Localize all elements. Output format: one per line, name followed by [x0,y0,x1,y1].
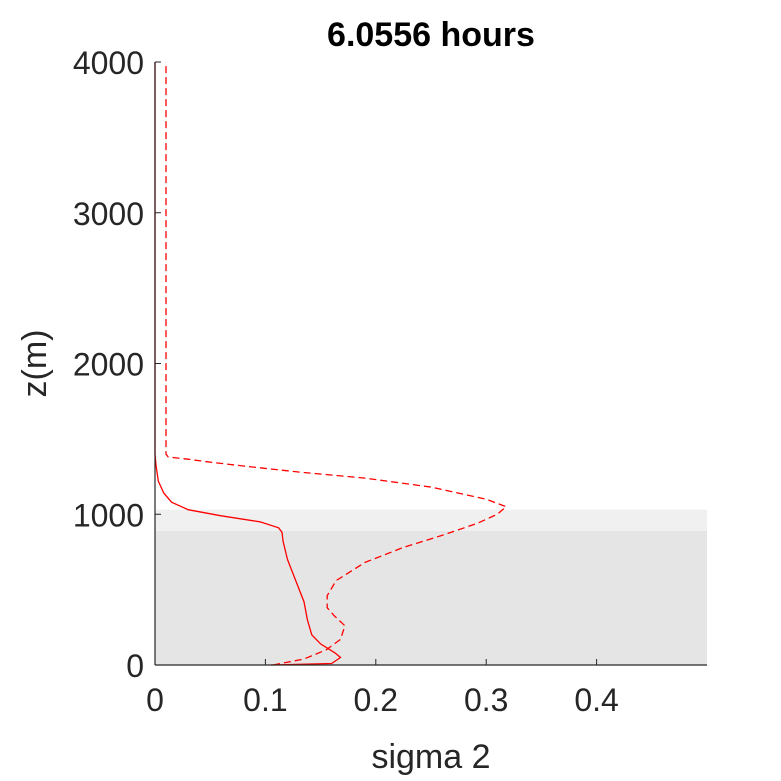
y-tick-label: 4000 [73,45,144,81]
x-tick-label: 0.1 [243,682,287,718]
y-axis-label: z(m) [16,330,54,398]
ticks: 0 0.1 0.2 0.3 0.4 0 1000 2000 3000 4000 [73,45,619,718]
y-tick-label: 2000 [73,347,144,383]
shaded-bands [155,509,707,665]
x-tick-label: 0 [146,682,164,718]
y-tick-label: 1000 [73,497,144,533]
x-tick-label: 0.4 [574,682,618,718]
shaded-band-1 [155,509,707,531]
y-tick-label: 3000 [73,196,144,232]
x-tick-label: 0.3 [464,682,508,718]
chart-title: 6.0556 hours [327,16,535,54]
shaded-band-0 [155,530,707,665]
series-layer [154,62,508,666]
y-tick-label: 0 [126,648,144,684]
x-tick-label: 0.2 [354,682,398,718]
x-axis-label: sigma 2 [371,738,490,776]
